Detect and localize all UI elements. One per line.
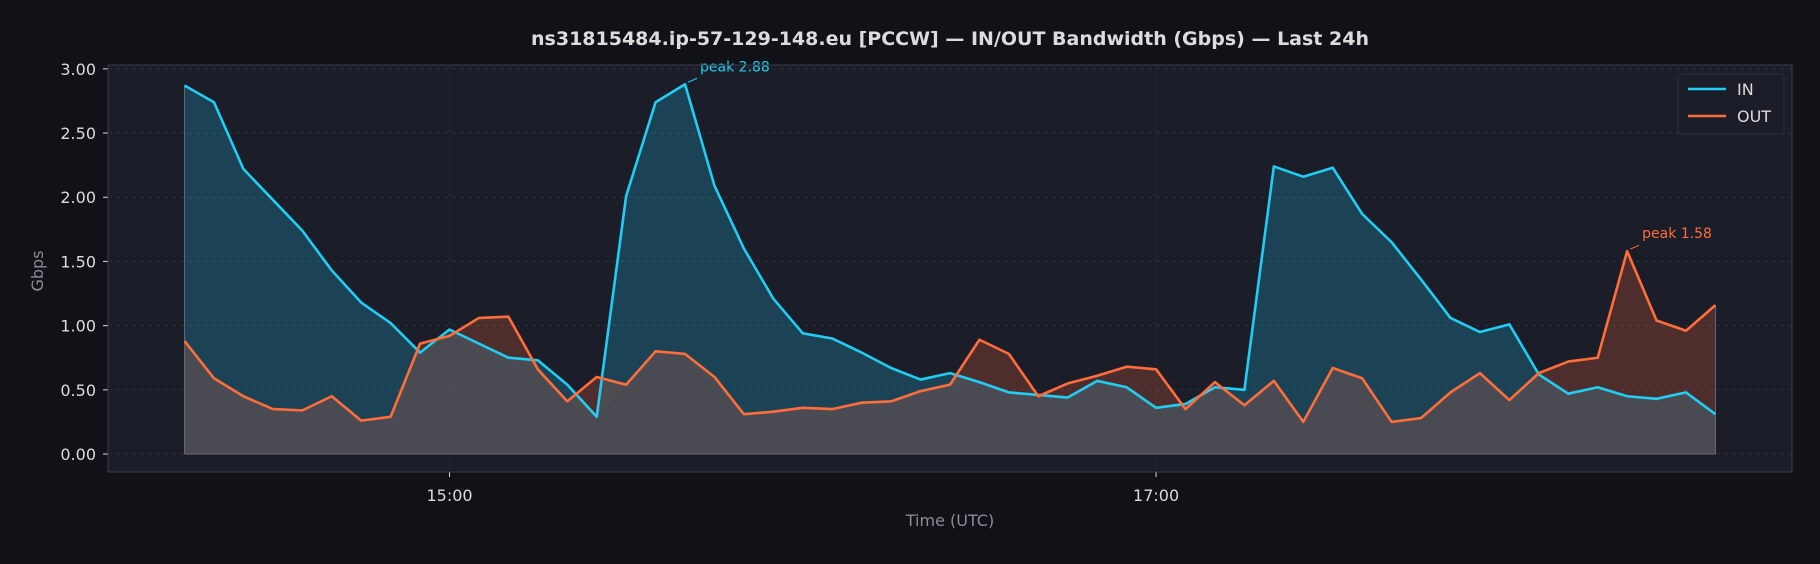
legend-items: IN OUT (1688, 80, 1771, 126)
legend-label-out: OUT (1737, 107, 1771, 126)
series-line-out (183, 249, 1717, 424)
annotation-leader (687, 77, 698, 83)
y-tick-label: 2.50 (60, 124, 96, 143)
y-tick-label: 1.50 (60, 252, 96, 271)
annotation-label: peak 2.88 (700, 59, 770, 75)
series-lines (183, 82, 1717, 424)
annotation-label: peak 1.58 (1642, 226, 1712, 242)
y-tick-label: 0.50 (60, 381, 96, 400)
overlap-area (184, 335, 1716, 455)
in-area (184, 84, 1716, 455)
y-tick-label: 2.00 (60, 188, 96, 207)
axis-ticks: 0.00 0.50 1.00 1.50 2.00 2.50 3.00 15:00 17:00 (60, 60, 1179, 505)
chart-title: ns31815484.ip-57-129-148.eu [PCCW] — IN/… (531, 28, 1369, 50)
annotation-leader (1629, 244, 1640, 250)
plot-frame (107, 64, 1793, 473)
x-axis-label: Time (UTC) (905, 511, 994, 530)
legend: IN OUT (1677, 73, 1785, 135)
legend-label-in: IN (1737, 80, 1754, 99)
y-tick-label: 3.00 (60, 60, 96, 79)
y-tick-label: 0.00 (60, 445, 96, 464)
x-tick-label: 15:00 (426, 486, 472, 505)
y-axis-label: Gbps (28, 250, 47, 291)
x-tick-label: 17:00 (1133, 486, 1179, 505)
y-tick-label: 1.00 (60, 317, 96, 336)
annotations: peak 2.88 peak 1.58 (687, 59, 1712, 250)
series-areas (184, 84, 1716, 455)
